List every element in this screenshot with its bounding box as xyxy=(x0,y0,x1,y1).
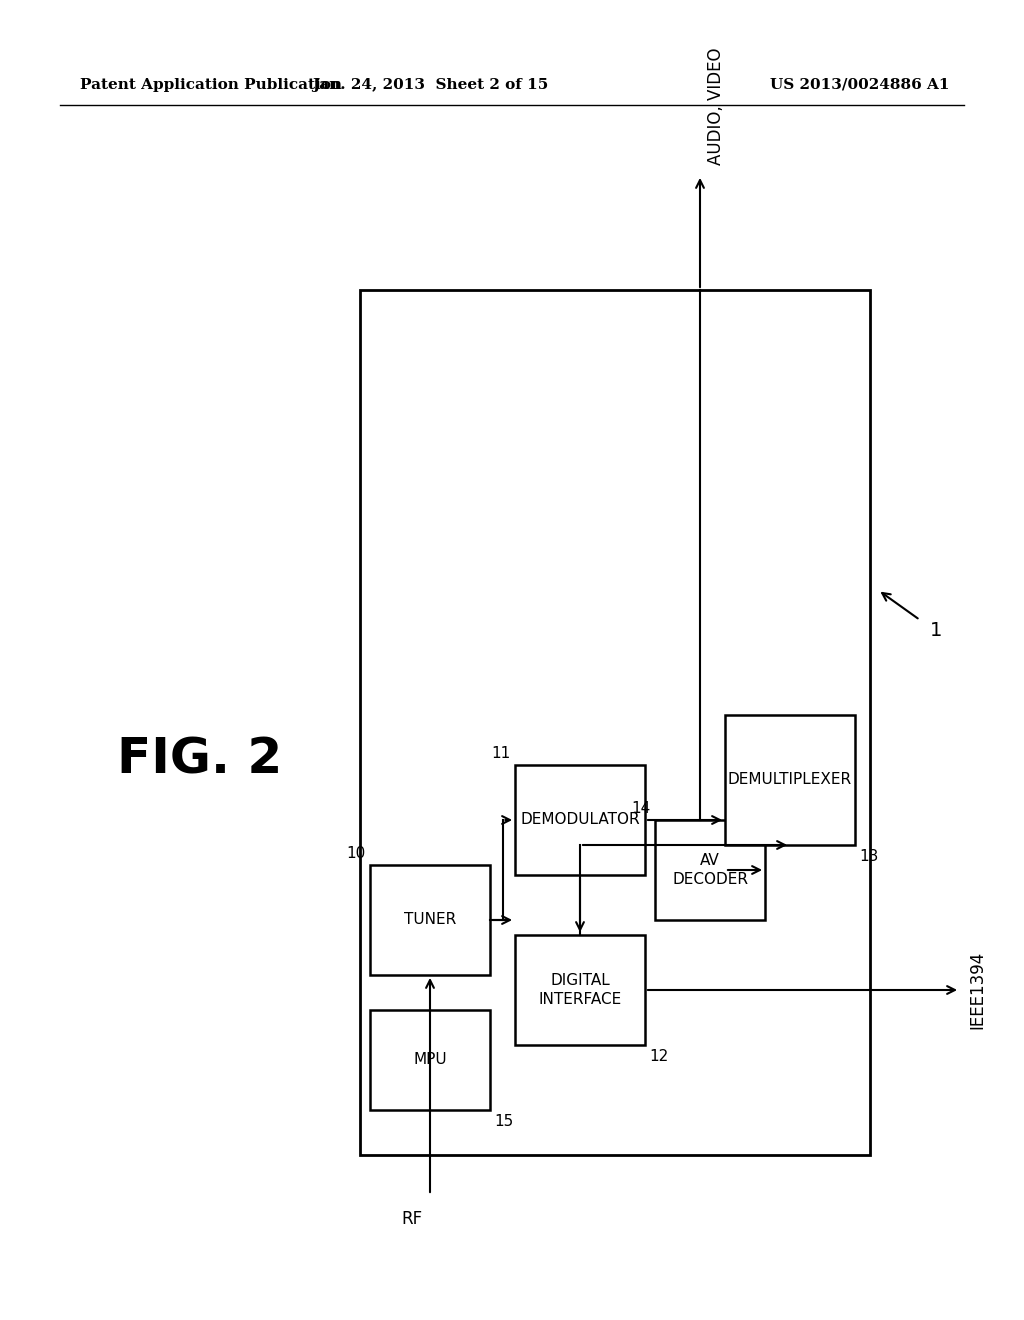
Text: IEEE1394: IEEE1394 xyxy=(968,950,986,1030)
Text: MPU: MPU xyxy=(414,1052,446,1068)
Text: Patent Application Publication: Patent Application Publication xyxy=(80,78,342,92)
Text: 1: 1 xyxy=(930,620,942,639)
Text: 15: 15 xyxy=(494,1114,513,1129)
Bar xyxy=(360,290,870,1155)
Bar xyxy=(725,715,855,845)
Text: DEMODULATOR: DEMODULATOR xyxy=(520,813,640,828)
Text: US 2013/0024886 A1: US 2013/0024886 A1 xyxy=(770,78,950,92)
Text: Jan. 24, 2013  Sheet 2 of 15: Jan. 24, 2013 Sheet 2 of 15 xyxy=(312,78,548,92)
Bar xyxy=(370,1010,490,1110)
Bar xyxy=(370,865,490,975)
Bar xyxy=(515,935,645,1045)
Text: DEMULTIPLEXER: DEMULTIPLEXER xyxy=(728,772,852,788)
Text: 14: 14 xyxy=(632,801,651,816)
Text: TUNER: TUNER xyxy=(403,912,456,928)
Text: RF: RF xyxy=(401,1210,423,1228)
Text: 13: 13 xyxy=(859,849,879,865)
Text: FIG. 2: FIG. 2 xyxy=(118,737,283,784)
Text: 11: 11 xyxy=(492,746,511,762)
Text: AV
DECODER: AV DECODER xyxy=(672,853,748,887)
Bar xyxy=(655,820,765,920)
Bar xyxy=(515,766,645,875)
Text: AUDIO, VIDEO: AUDIO, VIDEO xyxy=(707,48,725,165)
Text: 12: 12 xyxy=(649,1049,669,1064)
Text: 10: 10 xyxy=(347,846,366,861)
Text: DIGITAL
INTERFACE: DIGITAL INTERFACE xyxy=(539,973,622,1007)
